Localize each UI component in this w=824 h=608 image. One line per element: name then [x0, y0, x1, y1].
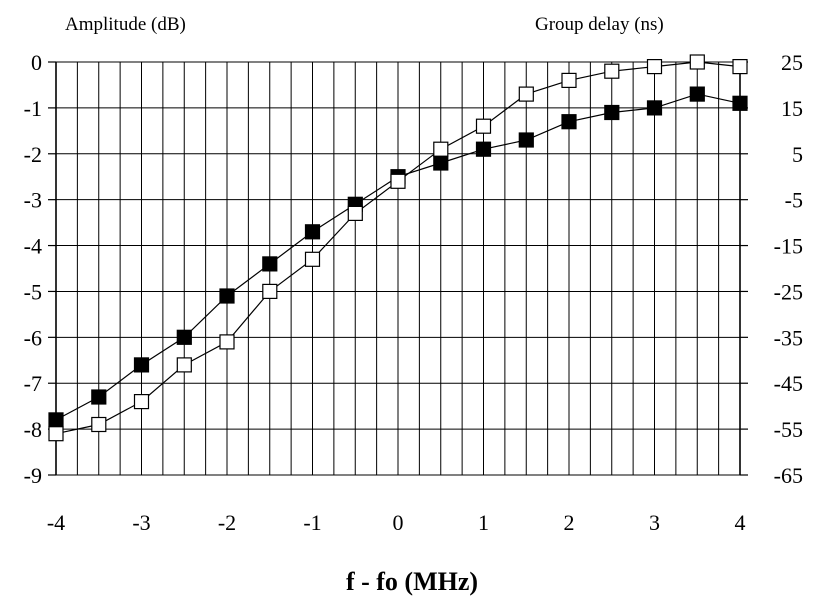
grid: [55, 61, 741, 476]
y-left-tick-label: -3: [24, 188, 42, 213]
x-tick-label: -2: [218, 510, 236, 535]
x-tick-label: -4: [47, 510, 65, 535]
group-delay-point: [48, 426, 64, 442]
amplitude-point: [262, 256, 278, 272]
y-left-tick-label: -8: [24, 417, 42, 442]
y-right-tick-label: 5: [792, 142, 803, 167]
amplitude-point: [732, 95, 748, 111]
amplitude-point: [604, 104, 620, 121]
group-delay-point: [646, 58, 663, 75]
amplitude-point: [433, 155, 449, 171]
x-tick-label: 1: [478, 510, 489, 535]
y-right-tick-label: 15: [781, 96, 803, 121]
group-delay-point: [262, 283, 278, 299]
amplitude-point: [518, 132, 534, 148]
y-right-tick-label: -35: [774, 325, 803, 350]
group-delay-point: [475, 118, 492, 134]
y-right-tick-label: -15: [774, 234, 803, 259]
amplitude-point: [304, 224, 321, 240]
group-delay-point: [561, 72, 577, 89]
left-axis-title: Amplitude (dB): [65, 14, 186, 35]
y-left-tick-label: -5: [24, 279, 42, 304]
y-left-tick-label: -7: [24, 371, 42, 396]
amplitude-point: [689, 86, 705, 102]
tick-labels: 0 -1 -2 -3 -4 -5 -6 -7 -8 -9 25 15 5 -5 -15 -25 -35 -45 -5…: [24, 50, 803, 535]
amplitude-point: [48, 412, 64, 428]
y-right-tick-label: -25: [774, 279, 803, 304]
x-tick-label: 2: [564, 510, 575, 535]
x-axis-title: f - fo (MHz): [346, 567, 478, 596]
group-delay-point: [433, 141, 449, 157]
group-delay-point: [604, 63, 620, 79]
amplitude-point: [475, 141, 492, 157]
amplitude-point: [219, 288, 235, 304]
y-right-tick-label: -5: [785, 188, 803, 213]
group-delay-point: [219, 334, 235, 350]
amplitude-point: [133, 357, 150, 373]
y-left-tick-label: -9: [24, 463, 42, 488]
y-left-tick-label: -4: [24, 234, 42, 259]
group-delay-point: [347, 205, 363, 221]
amplitude-point: [646, 100, 663, 116]
y-right-tick-label: -55: [774, 417, 803, 442]
group-delay-point: [91, 416, 107, 433]
group-delay-point: [133, 394, 150, 410]
group-delay-point: [176, 357, 192, 373]
amplitude-point: [176, 329, 192, 345]
right-axis-title: Group delay (ns): [535, 14, 664, 35]
y-left-tick-label: -6: [24, 325, 42, 350]
y-right-tick-label: 25: [781, 50, 803, 75]
x-tick-label: -3: [132, 510, 150, 535]
group-delay-point: [304, 251, 321, 267]
x-tick-label: 0: [393, 510, 404, 535]
amplitude-point: [91, 389, 107, 405]
x-tick-label: 3: [649, 510, 660, 535]
group-delay-point: [518, 86, 534, 102]
group-delay-point: [390, 173, 406, 189]
amplitude-point: [561, 114, 577, 130]
y-right-tick-label: -45: [774, 371, 803, 396]
group-delay-point: [689, 54, 705, 70]
y-left-tick-label: -1: [24, 96, 42, 121]
series-markers: [48, 54, 748, 442]
y-right-tick-label: -65: [774, 463, 803, 488]
x-tick-label: -1: [303, 510, 321, 535]
group-delay-point: [732, 58, 748, 75]
y-left-tick-label: 0: [31, 50, 42, 75]
y-left-tick-label: -2: [24, 142, 42, 167]
x-tick-label: 4: [735, 510, 746, 535]
